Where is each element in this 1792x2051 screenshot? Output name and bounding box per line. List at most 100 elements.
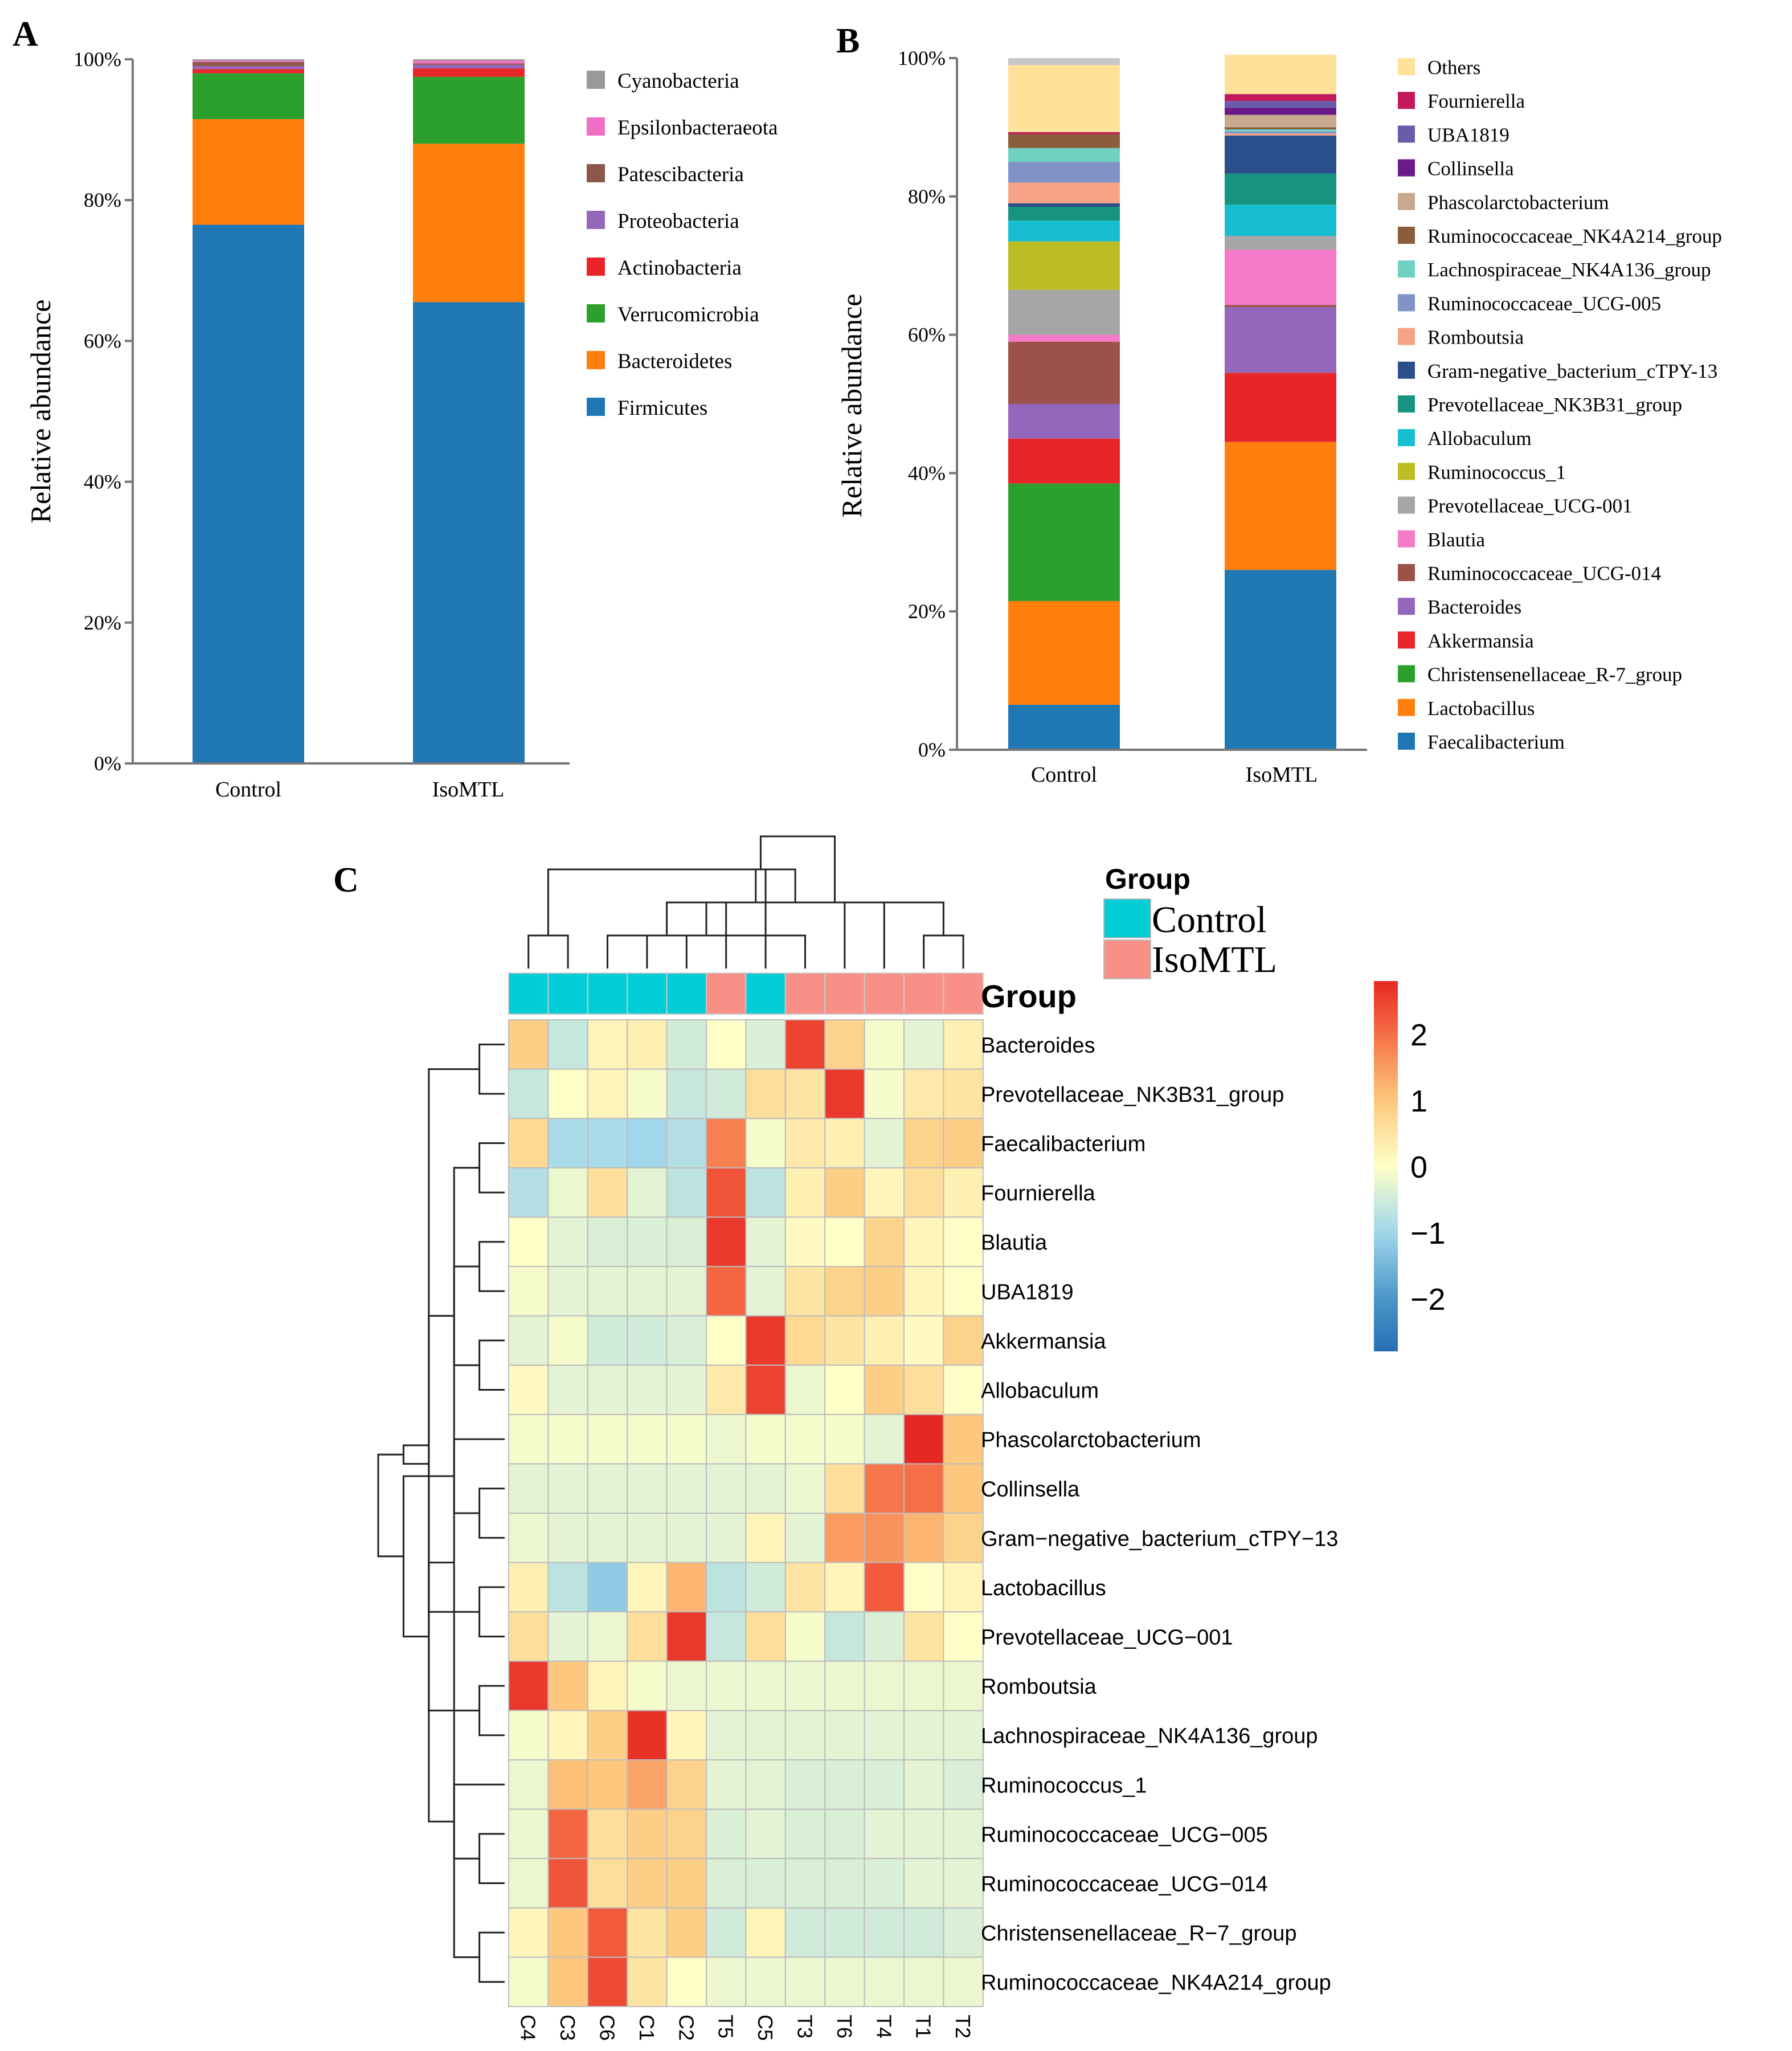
heatmap-cell-christensenellaceae-r-7-group-c2 xyxy=(666,1907,707,1958)
panel-b-legend-label-uba1819: UBA1819 xyxy=(1427,124,1509,146)
heatmap-cell-fournierella-t5 xyxy=(706,1167,747,1218)
panel-b-bar-isomtl-blautia xyxy=(1225,250,1336,305)
panel-b-legend-label-others: Others xyxy=(1427,56,1480,79)
panel-a-bar-control-bacteroidetes xyxy=(193,119,304,225)
heatmap-cell-allobaculum-c6 xyxy=(587,1364,628,1415)
column-dendrogram xyxy=(527,835,964,969)
panel-b-category-isomtl: IsoMTL xyxy=(1246,763,1318,787)
heatmap-cell-romboutsia-t5 xyxy=(706,1660,747,1711)
heatmap-col-label-c1: C1 xyxy=(635,2015,658,2041)
panel-b-bar-isomtl-ruminococcaceae-ucg-005 xyxy=(1225,131,1336,134)
heatmap-cell-ruminococcus-1-t1 xyxy=(903,1759,944,1810)
heatmap-cell-lactobacillus-c5 xyxy=(745,1562,786,1613)
dendrogram-branch xyxy=(646,934,688,969)
dendrogram-branch xyxy=(478,1339,505,1391)
colorbar-tick-label: 2 xyxy=(1410,1018,1427,1052)
heatmap-cell-gram-negative-bacterium-ctpy-13-t4 xyxy=(864,1513,905,1563)
heatmap-cell-ruminococcus-1-t3 xyxy=(784,1759,826,1810)
heatmap-cell-akkermansia-c3 xyxy=(547,1315,588,1366)
heatmap-cell-gram-negative-bacterium-ctpy-13-c2 xyxy=(666,1513,707,1563)
panel-b-bar-isomtl-lachnospiraceae-nk4a136-group xyxy=(1225,129,1336,132)
heatmap-cell-akkermansia-c5 xyxy=(745,1315,786,1366)
panel-a-category-control: Control xyxy=(215,778,281,802)
heatmap-cell-bacteroides-t6 xyxy=(824,1019,865,1070)
group-strip-cell-c6 xyxy=(587,973,628,1015)
heatmap-cell-ruminococcaceae-ucg-014-c2 xyxy=(666,1858,707,1909)
heatmap-cell-ruminococcaceae-ucg-005-c5 xyxy=(745,1808,786,1860)
heatmap-cell-faecalibacterium-c1 xyxy=(627,1118,668,1169)
panel-b-bar-isomtl-lactobacillus xyxy=(1225,442,1336,570)
heatmap-cell-lactobacillus-t6 xyxy=(824,1562,865,1613)
group-row-label: Group xyxy=(981,978,1077,1014)
panel-b-ytick-label: 80% xyxy=(908,185,946,208)
heatmap-cell-lachnospiraceae-nk4a136-group-t1 xyxy=(903,1710,944,1760)
heatmap-cell-fournierella-c3 xyxy=(547,1167,588,1218)
heatmap-cell-ruminococcaceae-ucg-014-c1 xyxy=(627,1858,668,1909)
heatmap-cell-phascolarctobacterium-c3 xyxy=(547,1413,588,1465)
group-legend-label-isomtl: IsoMTL xyxy=(1152,939,1277,980)
heatmap-row-label-ruminococcus-1: Ruminococcus_1 xyxy=(981,1774,1147,1797)
panel-b-ytick-label: 20% xyxy=(908,600,946,623)
panel-a-bar-isomtl-epsilonbacteraeota xyxy=(413,60,525,64)
heatmap-cell-lachnospiraceae-nk4a136-group-t4 xyxy=(864,1710,905,1760)
heatmap-cell-gram-negative-bacterium-ctpy-13-c3 xyxy=(547,1513,588,1563)
heatmap-cell-fournierella-t2 xyxy=(943,1167,984,1218)
panel-a-ytick-label: 0% xyxy=(94,752,121,775)
heatmap-cell-ruminococcaceae-ucg-014-t6 xyxy=(824,1858,865,1909)
heatmap-cell-gram-negative-bacterium-ctpy-13-c1 xyxy=(627,1513,668,1563)
heatmap-cell-blautia-c5 xyxy=(745,1216,786,1267)
colorbar-gradient xyxy=(1374,981,1398,1351)
heatmap-cell-lachnospiraceae-nk4a136-group-c3 xyxy=(547,1710,588,1760)
heatmap-cell-lachnospiraceae-nk4a136-group-t2 xyxy=(943,1710,984,1760)
heatmap-cell-allobaculum-t6 xyxy=(824,1364,865,1415)
heatmap-cell-prevotellaceae-ucg-001-t4 xyxy=(864,1611,905,1662)
panel-b-ytick-label: 40% xyxy=(908,461,946,484)
heatmap-cell-collinsella-t2 xyxy=(943,1463,984,1514)
heatmap-cell-faecalibacterium-t1 xyxy=(903,1118,944,1169)
heatmap-cell-ruminococcaceae-nk4a214-group-t4 xyxy=(864,1956,905,2007)
panel-a-ytick-label: 80% xyxy=(84,189,121,211)
heatmap-cell-akkermansia-t2 xyxy=(943,1315,984,1366)
heatmap-cell-akkermansia-t3 xyxy=(784,1315,826,1366)
heatmap-cell-prevotellaceae-ucg-001-c4 xyxy=(508,1611,549,1662)
dendrogram-branch xyxy=(478,1931,505,1983)
group-strip-cell-t4 xyxy=(864,973,905,1015)
panel-a-bar-isomtl-firmicutes xyxy=(413,302,525,763)
panel-b-legend-label-ruminococcaceae-nk4a214-group: Ruminococcaceae_NK4A214_group xyxy=(1427,225,1722,247)
heatmap-cell-ruminococcaceae-ucg-014-c4 xyxy=(508,1858,549,1909)
heatmap-cell-akkermansia-t5 xyxy=(706,1315,747,1366)
heatmap-cell-prevotellaceae-nk3b31-group-c3 xyxy=(547,1068,588,1120)
heatmap-cell-prevotellaceae-nk3b31-group-t2 xyxy=(943,1068,984,1120)
heatmap-cell-ruminococcaceae-ucg-014-c5 xyxy=(745,1858,786,1909)
heatmap-cell-ruminococcus-1-t6 xyxy=(824,1759,865,1810)
heatmap-cell-ruminococcus-1-t2 xyxy=(943,1759,984,1810)
heatmap-cell-uba1819-t6 xyxy=(824,1266,865,1317)
heatmap-cell-collinsella-t4 xyxy=(864,1463,905,1514)
heatmap-cell-phascolarctobacterium-t3 xyxy=(784,1413,826,1465)
group-strip-cell-t1 xyxy=(903,973,944,1015)
heatmap-cell-prevotellaceae-ucg-001-t1 xyxy=(903,1611,944,1662)
heatmap-cell-ruminococcaceae-nk4a214-group-t2 xyxy=(943,1956,984,2007)
heatmap-cell-allobaculum-t5 xyxy=(706,1364,747,1415)
panel-a-bar-isomtl-actinobacteria xyxy=(413,68,525,77)
panel-a-bar-isomtl-patescibacteria xyxy=(413,63,525,65)
panel-a-bar-isomtl-bacteroidetes xyxy=(413,144,525,303)
heatmap-cell-ruminococcus-1-c4 xyxy=(508,1759,549,1810)
dendrogram-branch xyxy=(547,868,796,935)
heatmap-cell-bacteroides-c5 xyxy=(745,1019,786,1070)
group-strip-cell-t3 xyxy=(784,973,826,1015)
heatmap-cell-bacteroides-c1 xyxy=(627,1019,668,1070)
heatmap-cell-christensenellaceae-r-7-group-c3 xyxy=(547,1907,588,1958)
panel-b-legend-label-lactobacillus: Lactobacillus xyxy=(1427,697,1535,720)
heatmap-row-label-romboutsia: Romboutsia xyxy=(981,1675,1097,1699)
heatmap-cell-ruminococcaceae-nk4a214-group-c3 xyxy=(547,1956,588,2007)
heatmap-cell-ruminococcaceae-nk4a214-group-c1 xyxy=(627,1956,668,2007)
heatmap-cell-fournierella-c5 xyxy=(745,1167,786,1218)
panel-b-bar-isomtl-prevotellaceae-nk3b31-group xyxy=(1225,173,1336,205)
heatmap-cell-gram-negative-bacterium-ctpy-13-t1 xyxy=(903,1513,944,1563)
heatmap-col-label-t1: T1 xyxy=(912,2015,935,2038)
panel-b-legend-label-ruminococcus-1: Ruminococcus_1 xyxy=(1427,461,1566,483)
heatmap-cell-prevotellaceae-ucg-001-t2 xyxy=(943,1611,984,1662)
heatmap-cell-christensenellaceae-r-7-group-t6 xyxy=(824,1907,865,1958)
